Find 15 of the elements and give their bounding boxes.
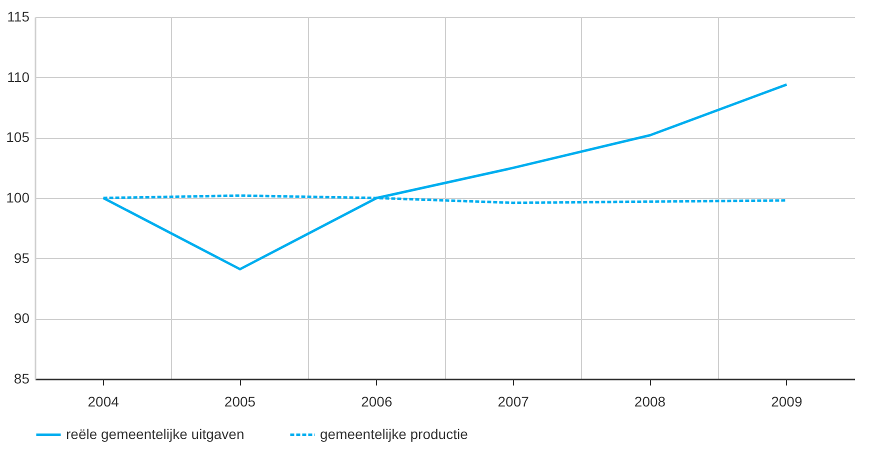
y-tick-label: 115 [7,8,30,24]
legend-label: reële gemeentelijke uitgaven [66,426,244,442]
x-tick-label: 2007 [498,394,530,410]
x-tick-label: 2009 [771,394,802,410]
y-tick-label: 100 [6,190,30,206]
x-tick-label: 2005 [224,394,256,410]
y-tick-label: 90 [14,310,30,326]
legend-label: gemeentelijke productie [320,426,468,442]
y-tick-label: 95 [14,250,30,266]
x-tick-label: 2006 [361,394,392,410]
y-tick-label: 110 [7,68,30,85]
x-tick-label: 2004 [88,394,120,410]
y-tick-label: 85 [14,370,30,386]
y-tick-label: 105 [6,129,30,146]
x-tick-label: 2008 [634,394,666,410]
